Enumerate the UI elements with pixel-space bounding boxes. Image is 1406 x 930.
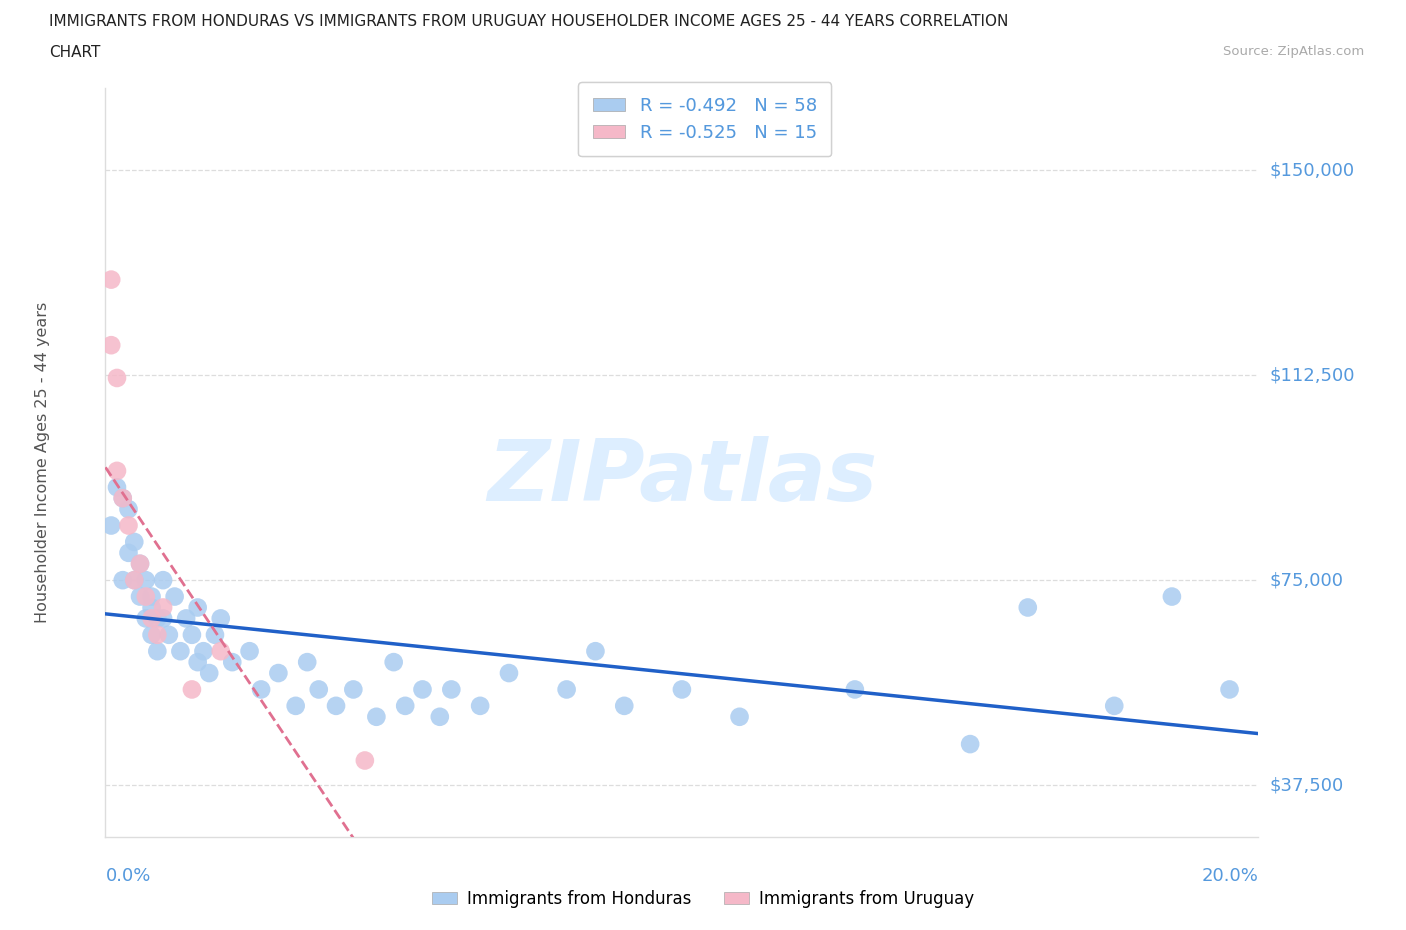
- Point: [111, 573, 134, 588]
- Point: [204, 628, 226, 643]
- Point: [959, 737, 981, 751]
- Point: [187, 655, 209, 670]
- Point: [844, 682, 866, 697]
- Point: [169, 644, 191, 658]
- Point: [124, 573, 146, 588]
- Point: [221, 655, 243, 670]
- Point: [105, 480, 128, 495]
- Text: Householder Income Ages 25 - 44 years: Householder Income Ages 25 - 44 years: [35, 302, 49, 623]
- Text: 0.0%: 0.0%: [105, 867, 150, 885]
- Point: [382, 655, 405, 670]
- Text: IMMIGRANTS FROM HONDURAS VS IMMIGRANTS FROM URUGUAY HOUSEHOLDER INCOME AGES 25 -: IMMIGRANTS FROM HONDURAS VS IMMIGRANTS F…: [49, 14, 1008, 29]
- Text: $75,000: $75,000: [1270, 571, 1344, 590]
- Text: $150,000: $150,000: [1270, 161, 1354, 179]
- Point: [354, 753, 377, 768]
- Point: [366, 710, 388, 724]
- Point: [555, 682, 578, 697]
- Text: Source: ZipAtlas.com: Source: ZipAtlas.com: [1223, 45, 1364, 58]
- Point: [111, 491, 134, 506]
- Point: [1102, 698, 1125, 713]
- Point: [152, 611, 174, 626]
- Point: [1017, 600, 1039, 615]
- Point: [342, 682, 364, 697]
- Point: [146, 644, 169, 658]
- Point: [394, 698, 416, 713]
- Point: [135, 573, 157, 588]
- Point: [152, 573, 174, 588]
- Point: [250, 682, 273, 697]
- Point: [1219, 682, 1241, 697]
- Point: [193, 644, 215, 658]
- Point: [105, 463, 128, 478]
- Point: [117, 518, 139, 533]
- Point: [146, 611, 169, 626]
- Point: [429, 710, 451, 724]
- Point: [180, 628, 204, 643]
- Point: [180, 682, 204, 697]
- Text: 20.0%: 20.0%: [1202, 867, 1258, 885]
- Point: [111, 491, 134, 506]
- Point: [209, 644, 232, 658]
- Point: [141, 589, 163, 604]
- Point: [105, 370, 128, 385]
- Point: [124, 535, 146, 550]
- Text: CHART: CHART: [49, 45, 101, 60]
- Point: [308, 682, 330, 697]
- Point: [174, 611, 197, 626]
- Legend: Immigrants from Honduras, Immigrants from Uruguay: Immigrants from Honduras, Immigrants fro…: [425, 883, 981, 914]
- Point: [141, 600, 163, 615]
- Point: [129, 589, 152, 604]
- Point: [100, 338, 122, 352]
- Point: [100, 518, 122, 533]
- Point: [129, 556, 152, 571]
- Point: [163, 589, 186, 604]
- Point: [100, 272, 122, 287]
- Point: [117, 501, 139, 516]
- Point: [239, 644, 262, 658]
- Point: [209, 611, 232, 626]
- Point: [325, 698, 347, 713]
- Point: [1161, 589, 1184, 604]
- Point: [267, 666, 290, 681]
- Point: [135, 611, 157, 626]
- Point: [411, 682, 433, 697]
- Point: [498, 666, 520, 681]
- Point: [187, 600, 209, 615]
- Point: [129, 556, 152, 571]
- Point: [152, 600, 174, 615]
- Point: [124, 573, 146, 588]
- Point: [198, 666, 221, 681]
- Point: [470, 698, 492, 713]
- Point: [728, 710, 751, 724]
- Point: [297, 655, 319, 670]
- Point: [440, 682, 463, 697]
- Point: [585, 644, 607, 658]
- Text: $37,500: $37,500: [1270, 777, 1344, 794]
- Point: [117, 545, 139, 560]
- Point: [284, 698, 307, 713]
- Point: [157, 628, 180, 643]
- Point: [671, 682, 693, 697]
- Point: [141, 628, 163, 643]
- Legend: R = -0.492   N = 58, R = -0.525   N = 15: R = -0.492 N = 58, R = -0.525 N = 15: [578, 83, 831, 156]
- Text: $112,500: $112,500: [1270, 366, 1355, 384]
- Point: [613, 698, 636, 713]
- Point: [135, 589, 157, 604]
- Point: [146, 628, 169, 643]
- Point: [141, 611, 163, 626]
- Text: ZIPatlas: ZIPatlas: [486, 436, 877, 519]
